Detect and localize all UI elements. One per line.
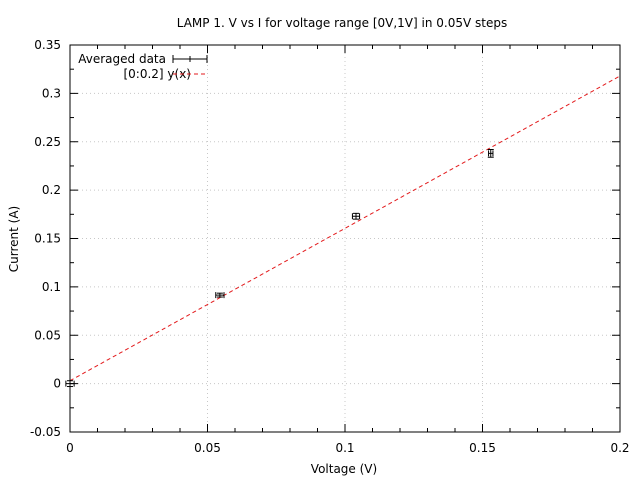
x-tick-label: 0: [66, 441, 74, 455]
y-tick-label: 0.05: [34, 328, 61, 342]
legend: Averaged data [0:0.2] y(x): [78, 52, 208, 81]
y-tick-label: 0: [53, 377, 61, 391]
grid: [70, 45, 620, 432]
y-tick-label: 0.15: [34, 232, 61, 246]
y-tick-label: 0.3: [42, 86, 61, 100]
y-tick-label: 0.2: [42, 183, 61, 197]
legend-swatch-averaged-data: [172, 55, 208, 63]
legend-label-fit: [0:0.2] y(x): [123, 67, 191, 81]
y-tick-label: 0.35: [34, 38, 61, 52]
x-tick-label: 0.2: [610, 441, 629, 455]
x-tick-label: 0.05: [194, 441, 221, 455]
data-point: [351, 212, 361, 220]
x-tick-label: 0.15: [469, 441, 496, 455]
ticks: 0 0.05 0.1 0.15 0.2 -0.05 0 0.05 0.1 0.15 0.2 0.25 0…: [30, 38, 630, 455]
x-axis-label: Voltage (V): [311, 462, 377, 476]
y-axis-label: Current (A): [7, 206, 21, 272]
data-point: [215, 292, 225, 299]
y-tick-label: 0.1: [42, 280, 61, 294]
data-point: [487, 148, 494, 158]
legend-label-averaged-data: Averaged data: [78, 52, 166, 66]
series-layer: [65, 75, 621, 388]
y-tick-label: 0.25: [34, 135, 61, 149]
y-tick-label: -0.05: [30, 425, 61, 439]
chart-title: LAMP 1. V vs I for voltage range [0V,1V]…: [177, 16, 507, 30]
x-tick-label: 0.1: [335, 441, 354, 455]
